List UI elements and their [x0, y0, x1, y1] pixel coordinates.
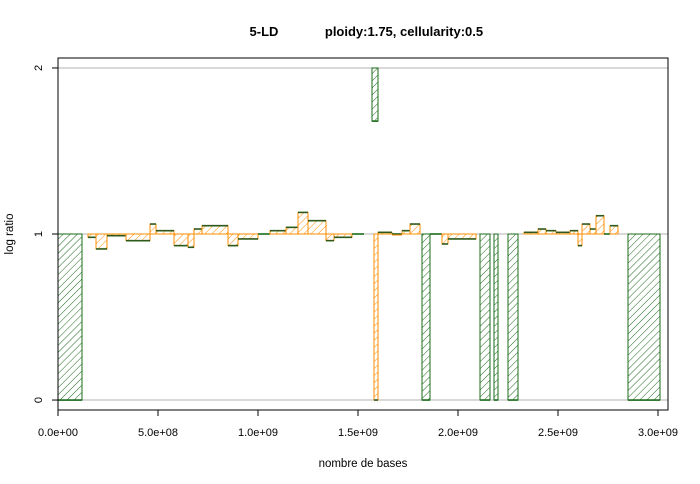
segment-30 — [537, 228, 547, 235]
segment-19 — [333, 233, 353, 239]
y-axis-label: log ratio — [4, 214, 16, 255]
segment-25 — [409, 223, 421, 235]
y-tick-label-0: 0 — [33, 397, 45, 403]
segment-41 — [421, 233, 431, 401]
segment-12 — [237, 233, 259, 240]
segment-bars — [57, 67, 661, 401]
segment-35 — [581, 223, 591, 235]
x-tick-label-1: 5.0e+08 — [138, 427, 178, 439]
segment-6 — [155, 229, 175, 235]
x-tick-label-4: 2.0e+09 — [438, 427, 478, 439]
chart-title-right: ploidy:1.75, cellularity:0.5 — [325, 24, 483, 39]
segment-5 — [149, 223, 157, 235]
x-tick-label-3: 1.5e+09 — [338, 427, 378, 439]
segment-3 — [106, 233, 127, 237]
chart-title-left: 5-LD — [250, 24, 279, 39]
segment-24 — [401, 229, 411, 235]
segment-44 — [507, 233, 519, 401]
segment-7 — [173, 233, 189, 247]
segment-34 — [577, 233, 583, 247]
segment-45 — [627, 233, 661, 401]
segment-29 — [523, 231, 539, 235]
segment-31 — [545, 229, 557, 235]
x-tick-label-0: 0.0e+00 — [38, 427, 78, 439]
x-axis: 0.0e+00 5.0e+08 1.0e+09 1.5e+09 2.0e+09 2.5e+… — [38, 409, 678, 439]
segment-22 — [377, 231, 393, 235]
segment-15 — [285, 226, 299, 235]
segment-42 — [479, 233, 491, 401]
segment-23 — [392, 233, 402, 236]
segment-0 — [57, 233, 83, 401]
segment-4 — [125, 233, 151, 242]
segment-2 — [95, 233, 108, 250]
segment-8 — [187, 233, 195, 249]
x-tick-label-5: 2.5e+09 — [538, 427, 578, 439]
segment-32 — [555, 231, 571, 235]
segment-11 — [227, 233, 239, 247]
plot-frame — [57, 57, 669, 411]
y-tick-label-1: 1 — [33, 231, 45, 237]
segment-17 — [307, 219, 327, 235]
y-axis: 0 1 2 — [33, 65, 58, 403]
segment-39 — [609, 224, 619, 235]
segment-21 — [371, 67, 379, 122]
x-tick-label-2: 1.0e+09 — [238, 427, 278, 439]
x-axis-label: nombre de bases — [319, 458, 408, 470]
segment-18 — [325, 233, 335, 242]
y-tick-label-2: 2 — [33, 65, 45, 71]
segment-33 — [569, 229, 579, 235]
segment-16 — [297, 211, 309, 235]
segment-14 — [269, 229, 287, 235]
segment-40 — [373, 233, 379, 401]
segment-36 — [589, 228, 597, 235]
segment-10 — [201, 224, 229, 235]
segment-27 — [441, 233, 449, 245]
segment-43 — [493, 233, 499, 401]
segment-28 — [447, 233, 477, 240]
segment-9 — [193, 228, 203, 235]
segment-37 — [595, 214, 605, 235]
segment-1 — [87, 233, 97, 239]
x-tick-label-6: 3.0e+09 — [638, 427, 678, 439]
